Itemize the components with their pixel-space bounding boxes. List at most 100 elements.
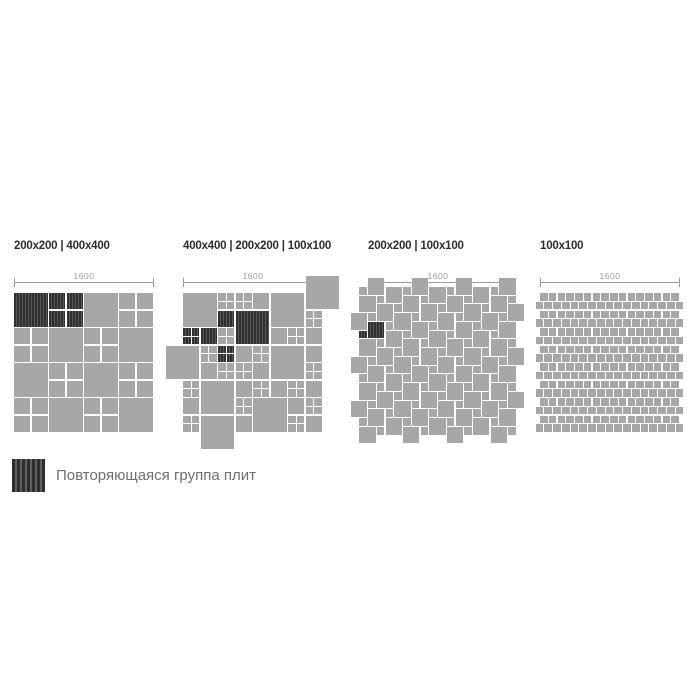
tile <box>601 345 609 354</box>
tile <box>350 356 367 374</box>
tile <box>446 418 455 426</box>
dimension-label: 1600 <box>427 271 449 281</box>
tile <box>592 380 601 389</box>
tile <box>200 345 209 354</box>
tile <box>557 415 566 424</box>
tile <box>499 400 507 409</box>
tile <box>403 374 411 383</box>
tile <box>627 398 636 406</box>
tile <box>253 389 261 397</box>
tile <box>601 328 609 336</box>
tile <box>191 380 200 389</box>
tile <box>596 319 605 327</box>
tile <box>288 380 296 389</box>
tile <box>553 406 561 415</box>
tile <box>411 321 429 339</box>
tile <box>662 380 671 389</box>
tile <box>649 336 658 345</box>
repeating-group-tile <box>359 330 367 339</box>
tile <box>627 328 636 336</box>
tile <box>411 365 429 383</box>
tile <box>618 363 627 371</box>
tile <box>473 321 481 330</box>
tile <box>446 330 455 339</box>
tile <box>394 356 411 374</box>
tile <box>575 363 583 371</box>
tile <box>653 293 662 301</box>
tile <box>368 365 385 383</box>
tile <box>631 301 640 310</box>
tile <box>579 424 588 432</box>
tile <box>446 339 464 356</box>
tile <box>429 365 437 374</box>
tile <box>84 398 101 415</box>
tile <box>662 415 671 424</box>
tile <box>583 363 592 371</box>
tile <box>296 424 305 432</box>
repeating-group-tile <box>66 293 83 310</box>
tile <box>235 371 244 380</box>
tile <box>623 319 631 327</box>
tile <box>675 336 684 345</box>
tile <box>14 328 31 345</box>
tile <box>296 336 305 345</box>
tile <box>209 354 217 362</box>
tile <box>490 330 499 339</box>
tile <box>359 418 367 426</box>
tile <box>557 380 566 389</box>
tile <box>235 415 252 432</box>
tile <box>376 348 394 365</box>
tile <box>411 356 420 365</box>
tile <box>636 328 644 336</box>
tile <box>636 380 644 389</box>
tile <box>596 301 605 310</box>
tile <box>561 301 570 310</box>
tile <box>101 398 118 415</box>
tile <box>226 363 235 371</box>
tile <box>575 380 583 389</box>
tile <box>226 336 235 345</box>
tile <box>653 398 662 406</box>
tile <box>601 415 609 424</box>
tile <box>640 389 649 397</box>
repeating-group-tile <box>200 328 217 345</box>
tile <box>658 389 666 397</box>
tile <box>570 301 579 310</box>
tile <box>490 339 507 356</box>
tile <box>218 363 226 371</box>
tile <box>429 374 446 391</box>
tile <box>653 380 662 389</box>
tile <box>570 424 579 432</box>
tile <box>305 406 314 415</box>
tile <box>675 389 684 397</box>
tile <box>464 348 481 365</box>
tile <box>508 295 516 304</box>
tile <box>627 293 636 301</box>
tile <box>553 319 561 327</box>
tile <box>662 363 671 371</box>
tile <box>403 330 411 339</box>
tile <box>14 415 31 432</box>
tile <box>548 415 557 424</box>
tile <box>394 304 402 313</box>
tile <box>200 380 235 415</box>
tile <box>446 426 464 444</box>
tile <box>588 424 596 432</box>
legend: Повторяющаяся группа плит <box>12 459 256 492</box>
tile <box>671 310 679 319</box>
tile <box>623 301 631 310</box>
tile-board <box>535 293 684 433</box>
tile <box>394 313 411 330</box>
tile <box>583 310 592 319</box>
tile <box>376 391 394 409</box>
tile <box>411 409 429 426</box>
tile <box>253 398 287 432</box>
tile <box>627 415 636 424</box>
tile <box>359 374 367 383</box>
tile <box>376 295 385 304</box>
tile <box>429 330 446 348</box>
tile <box>31 415 48 432</box>
tile <box>359 295 376 313</box>
tile <box>429 418 446 435</box>
